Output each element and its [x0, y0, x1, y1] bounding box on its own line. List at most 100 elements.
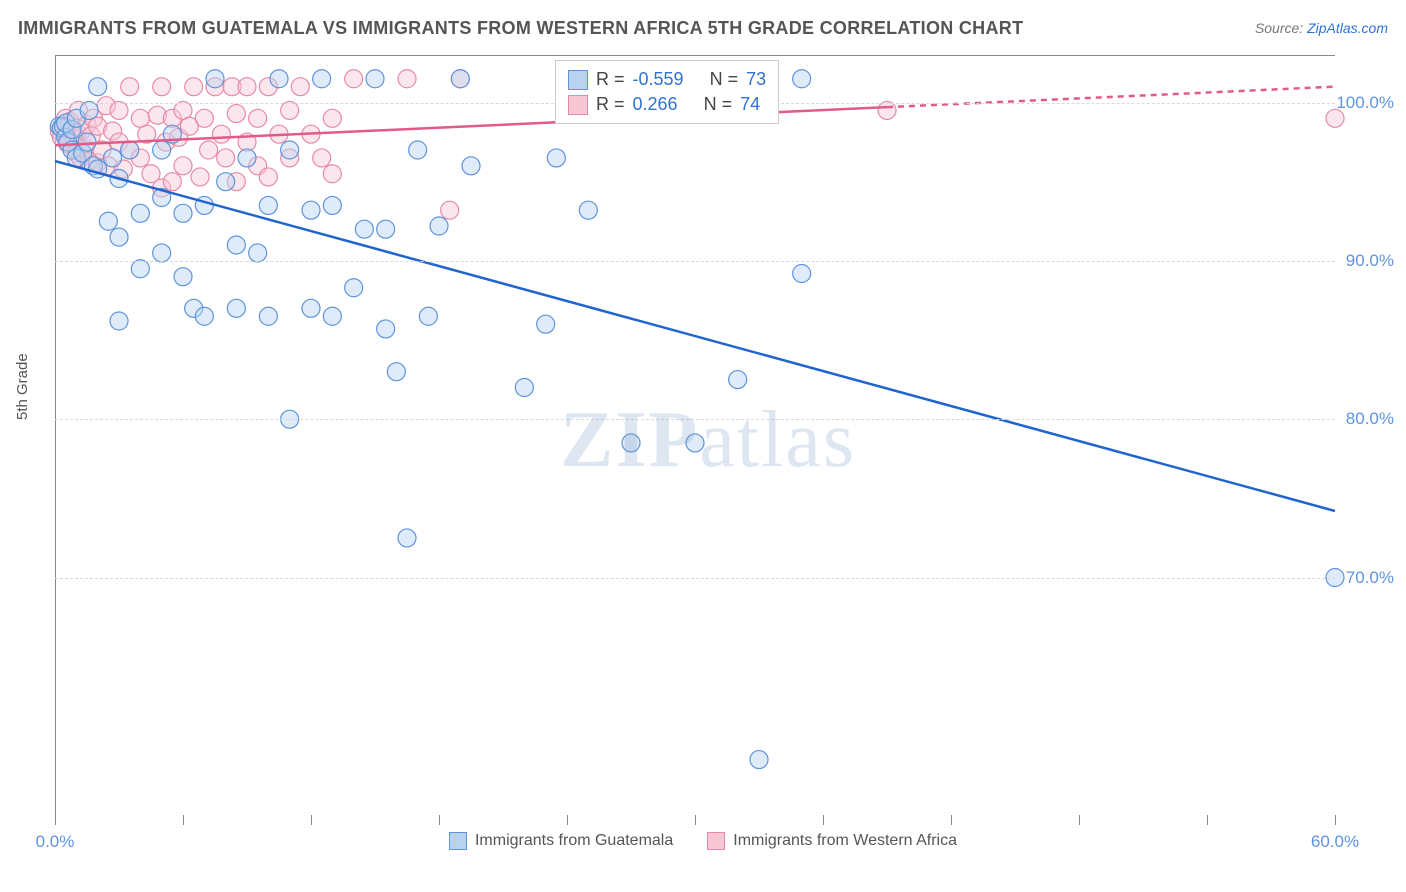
data-point — [323, 109, 341, 127]
data-point — [323, 307, 341, 325]
swatch-series-b-icon — [568, 95, 588, 115]
data-point — [451, 70, 469, 88]
data-point — [110, 312, 128, 330]
data-point — [153, 78, 171, 96]
gridline — [55, 261, 1335, 262]
legend-bottom: Immigrants from Guatemala Immigrants fro… — [0, 832, 1406, 850]
data-point — [729, 371, 747, 389]
x-tick — [567, 815, 568, 825]
data-point — [398, 529, 416, 547]
x-tick — [1207, 815, 1208, 825]
y-tick-label: 100.0% — [1336, 93, 1394, 113]
data-point — [238, 78, 256, 96]
data-point — [163, 173, 181, 191]
data-point — [441, 201, 459, 219]
data-point — [249, 109, 267, 127]
data-point — [409, 141, 427, 159]
data-point — [291, 78, 309, 96]
data-point — [249, 244, 267, 262]
data-point — [131, 260, 149, 278]
x-tick — [951, 815, 952, 825]
data-point — [99, 212, 117, 230]
data-point — [80, 101, 98, 119]
data-point — [200, 141, 218, 159]
chart-title: IMMIGRANTS FROM GUATEMALA VS IMMIGRANTS … — [18, 18, 1023, 39]
data-point — [259, 168, 277, 186]
data-point — [323, 165, 341, 183]
data-point — [227, 105, 245, 123]
data-point — [121, 141, 139, 159]
data-point — [302, 299, 320, 317]
data-point — [313, 70, 331, 88]
data-point — [313, 149, 331, 167]
data-point — [104, 149, 122, 167]
x-tick — [439, 815, 440, 825]
data-point — [878, 101, 896, 119]
data-point — [323, 196, 341, 214]
swatch-series-a-icon — [568, 70, 588, 90]
data-point — [206, 70, 224, 88]
legend-label-b: Immigrants from Western Africa — [733, 832, 957, 850]
x-tick — [183, 815, 184, 825]
x-tick — [1079, 815, 1080, 825]
data-point — [377, 220, 395, 238]
data-point — [345, 279, 363, 297]
data-point — [398, 70, 416, 88]
data-point — [259, 307, 277, 325]
swatch-a-icon — [449, 832, 467, 850]
data-point — [191, 168, 209, 186]
x-tick — [823, 815, 824, 825]
data-point — [281, 101, 299, 119]
y-axis-label: 5th Grade — [14, 353, 31, 420]
data-point — [89, 78, 107, 96]
data-point — [750, 751, 768, 769]
data-point — [387, 363, 405, 381]
trend-line — [887, 87, 1335, 108]
y-tick-label: 90.0% — [1346, 251, 1394, 271]
legend-item-a: Immigrants from Guatemala — [449, 832, 673, 850]
data-point — [153, 244, 171, 262]
data-point — [110, 228, 128, 246]
data-point — [217, 149, 235, 167]
data-point — [270, 70, 288, 88]
legend-item-b: Immigrants from Western Africa — [707, 832, 957, 850]
source-block: Source: ZipAtlas.com — [1255, 20, 1388, 38]
data-point — [547, 149, 565, 167]
data-point — [110, 101, 128, 119]
data-point — [217, 173, 235, 191]
data-point — [174, 204, 192, 222]
data-point — [419, 307, 437, 325]
data-point — [345, 70, 363, 88]
data-point — [227, 236, 245, 254]
gridline — [55, 578, 1335, 579]
data-point — [355, 220, 373, 238]
x-tick — [695, 815, 696, 825]
data-point — [377, 320, 395, 338]
data-point — [174, 157, 192, 175]
data-point — [579, 201, 597, 219]
source-link[interactable]: ZipAtlas.com — [1307, 20, 1388, 36]
data-point — [195, 109, 213, 127]
data-point — [195, 307, 213, 325]
data-point — [259, 196, 277, 214]
source-label: Source: — [1255, 20, 1307, 36]
data-point — [131, 204, 149, 222]
data-point — [212, 125, 230, 143]
data-point — [515, 379, 533, 397]
swatch-b-icon — [707, 832, 725, 850]
data-point — [281, 141, 299, 159]
data-point — [174, 268, 192, 286]
stats-row-b: R = 0.266 N = 74 — [568, 92, 766, 117]
y-tick-label: 70.0% — [1346, 568, 1394, 588]
data-point — [793, 265, 811, 283]
data-point — [78, 133, 96, 151]
data-point — [366, 70, 384, 88]
data-point — [430, 217, 448, 235]
x-tick — [311, 815, 312, 825]
data-point — [537, 315, 555, 333]
data-point — [462, 157, 480, 175]
data-point — [302, 201, 320, 219]
data-point — [153, 141, 171, 159]
legend-label-a: Immigrants from Guatemala — [475, 832, 673, 850]
data-point — [185, 78, 203, 96]
